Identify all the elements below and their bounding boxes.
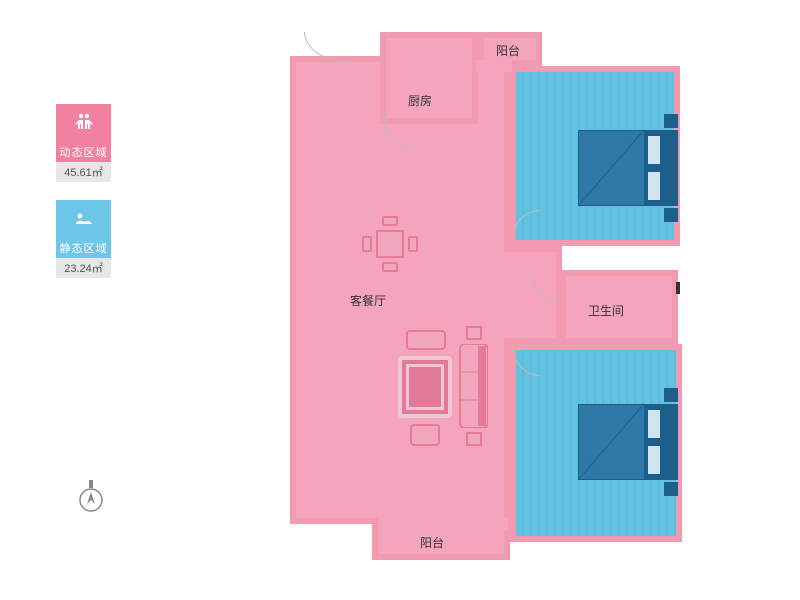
wall-patch-1: [504, 252, 518, 338]
label-kitchen: 厨房: [408, 92, 432, 109]
sofa: [458, 344, 488, 428]
nightstand-1a: [664, 388, 678, 402]
bathroom-marker: [676, 282, 680, 294]
legend-dynamic: 动态区域 45.61㎡: [56, 104, 111, 182]
label-balcony1: 阳台: [496, 42, 520, 59]
dining-chair-3: [408, 236, 418, 252]
bed-1: [578, 130, 678, 206]
nightstand-0a: [664, 114, 678, 128]
legend-static: 静态区域 23.24㎡: [56, 200, 111, 278]
sleep-icon: [56, 200, 111, 238]
label-bathroom: 卫生间: [588, 302, 624, 319]
rug: [398, 356, 452, 418]
dining-chair-0: [382, 216, 398, 226]
label-living: 客餐厅: [350, 292, 386, 309]
floor-plan: 客餐厅厨房阳台卧室卫生间卧室阳台: [280, 24, 700, 564]
wall-patch-3: [476, 60, 512, 72]
compass-icon: [76, 478, 106, 519]
people-icon: [56, 104, 111, 142]
dining-chair-1: [382, 262, 398, 272]
nightstand-0b: [664, 208, 678, 222]
legend-static-value: 23.24㎡: [56, 258, 111, 278]
legend: 动态区域 45.61㎡ 静态区域 23.24㎡: [56, 104, 111, 296]
legend-static-title: 静态区域: [56, 238, 111, 258]
side-table-1: [466, 432, 482, 446]
armchair-1: [410, 424, 440, 446]
bed-2: [578, 404, 678, 480]
room-kitchen: [380, 32, 478, 124]
side-table-0: [466, 326, 482, 340]
dining-chair-2: [362, 236, 372, 252]
legend-dynamic-title: 动态区域: [56, 142, 111, 162]
wall-patch-2: [378, 518, 508, 530]
armchair-0: [406, 330, 446, 350]
dining-table: [376, 230, 404, 258]
nightstand-1b: [664, 482, 678, 496]
legend-dynamic-value: 45.61㎡: [56, 162, 111, 182]
label-balcony2: 阳台: [420, 534, 444, 551]
